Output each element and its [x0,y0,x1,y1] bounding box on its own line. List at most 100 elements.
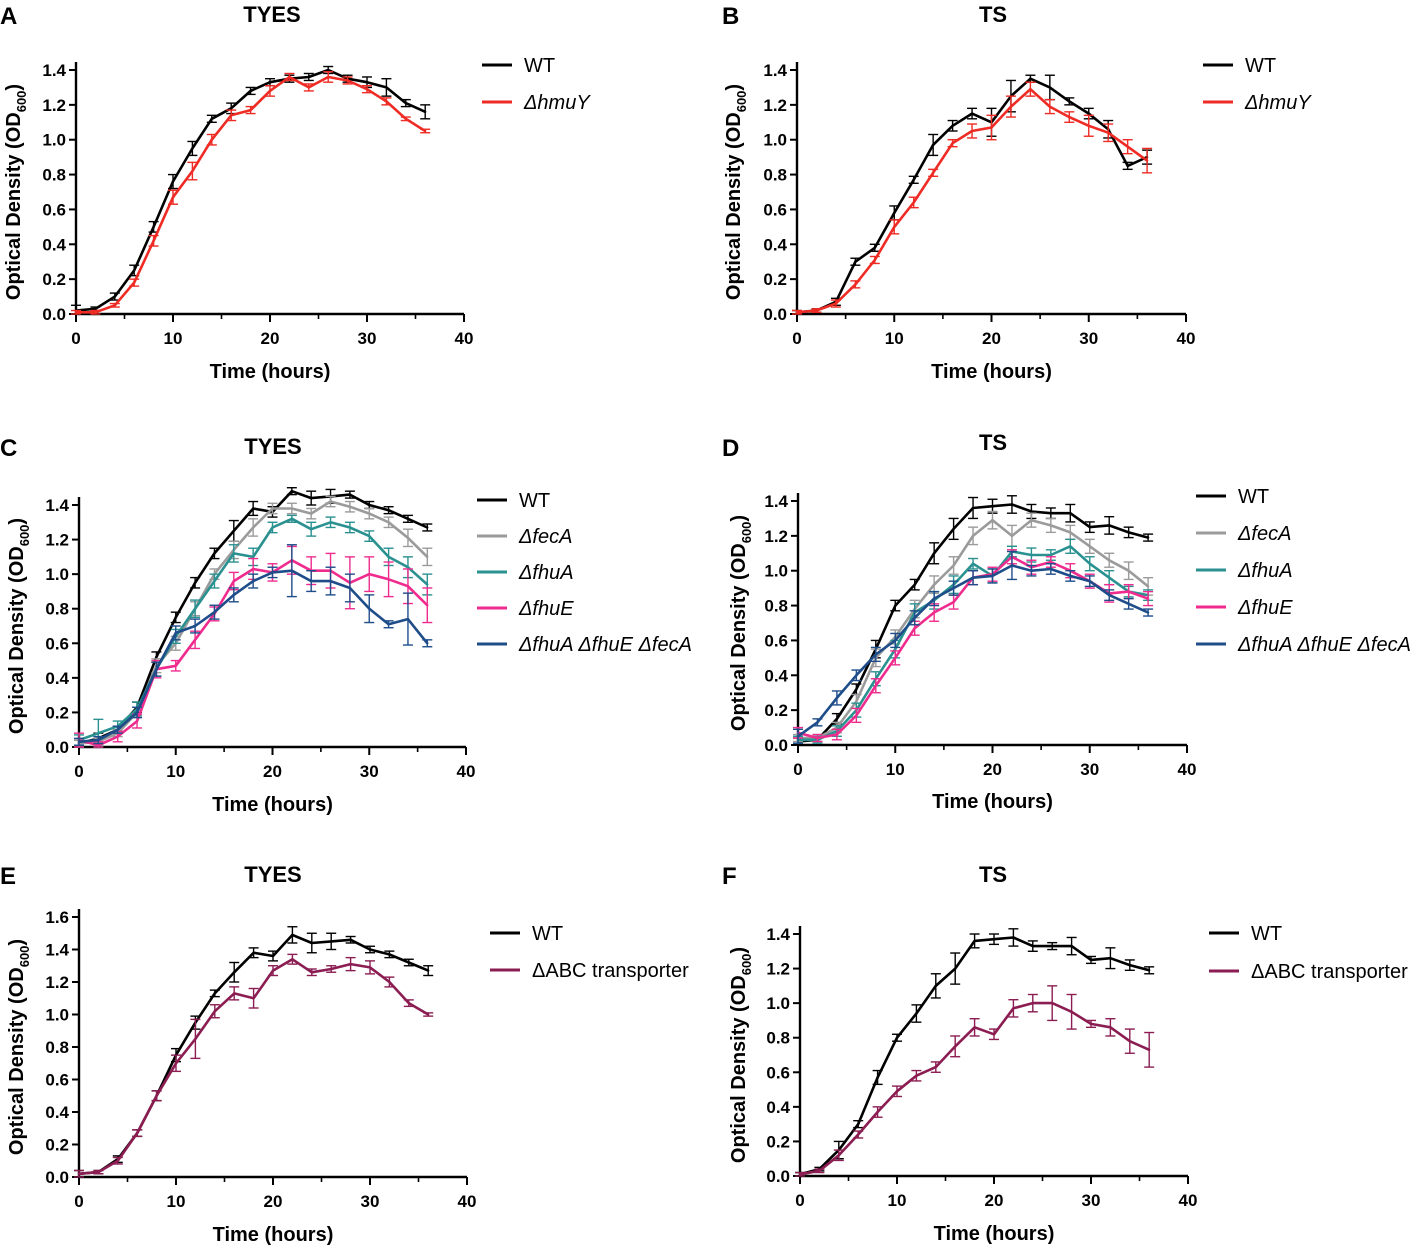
y-axis-title-close: ) [6,939,28,946]
data-point [1068,100,1071,103]
data-point [330,940,333,943]
data-point [407,961,410,964]
data-point [934,1065,937,1069]
x-tick-label: 0 [71,329,80,348]
series-line [78,500,429,745]
data-point [349,938,352,941]
data-point [387,623,390,626]
y-tick-label: 0.6 [45,634,69,653]
data-point [213,552,216,555]
data-point [835,733,839,736]
data-point [406,536,410,540]
data-point [855,714,858,717]
data-point [1127,590,1130,593]
series-2 [74,514,433,748]
data-point [191,147,194,150]
data-point [193,624,197,628]
data-point [1108,524,1111,527]
series-0 [74,926,434,1178]
data-point [990,126,993,129]
data-point [97,744,100,747]
data-point [327,68,330,72]
series-line [798,518,1149,740]
data-point [210,138,213,141]
y-tick-label: 0.0 [766,1167,790,1186]
data-point [152,225,155,229]
y-tick-label: 0.8 [763,166,787,185]
data-point [307,86,310,89]
data-point [232,593,235,597]
x-tick-label: 20 [263,762,282,781]
data-point [971,534,975,538]
data-point [116,728,119,731]
y-tick-label: 1.4 [766,925,790,944]
data-point [193,607,197,610]
data-point [1030,510,1033,513]
data-point [426,642,429,645]
data-point [310,496,313,500]
x-tick-label: 20 [983,760,1002,779]
data-point [1030,553,1033,557]
data-point [893,211,896,215]
data-point [155,655,158,659]
data-point [213,610,216,614]
data-point [113,304,117,307]
x-tick-label: 10 [166,762,185,781]
data-point [855,700,858,703]
data-point [1146,585,1150,588]
data-point [1049,524,1053,527]
data-point [1107,131,1110,134]
data-point [135,711,139,714]
y-tick-label: 0.2 [764,701,788,720]
data-point [1048,86,1052,89]
y-axis-title: Optical Density (OD600) [6,518,32,734]
x-tick-label: 30 [360,762,379,781]
data-point [113,295,117,298]
data-point [855,674,858,677]
data-point [251,507,255,510]
data-point [970,129,974,133]
y-tick-label: 0.0 [42,305,66,324]
y-tick-label: 0.6 [42,200,66,219]
data-point [1127,602,1130,606]
data-point [818,1169,821,1173]
data-point [952,564,955,567]
x-tick-label: 20 [261,329,280,348]
y-tick-label: 0.4 [45,669,69,688]
data-point [876,1110,879,1114]
data-point [931,143,935,147]
y-tick-label: 1.0 [45,565,69,584]
x-tick-label: 10 [888,1191,907,1210]
y-axis-title-subscript: 600 [739,522,754,544]
data-point [307,75,310,79]
data-point [193,638,197,642]
y-axis-title: Optical Density (OD600) [728,515,754,731]
y-tick-label: 1.2 [45,531,69,550]
data-point [991,574,994,578]
data-point [1128,1039,1132,1043]
y-tick-label: 0.4 [764,666,788,685]
data-point [954,1045,957,1048]
x-axis-title: Time (hours) [213,1224,334,1245]
y-axis-title: Optical Density (OD600) [723,84,749,300]
x-tick-label: 30 [1080,760,1099,779]
y-tick-label: 0.0 [764,736,788,755]
data-point [171,196,175,199]
x-tick-label: 20 [264,1192,283,1211]
data-point [932,552,936,555]
data-point [954,967,957,970]
data-point [873,258,876,262]
data-point [349,962,352,966]
data-point [1029,77,1032,80]
data-point [1049,553,1053,557]
data-point [854,260,857,263]
data-point [1012,936,1015,939]
x-axis-title: Time (hours) [212,794,333,816]
data-point [385,100,388,103]
data-point [835,717,839,721]
y-tick-label: 0.8 [45,600,69,619]
y-tick-label: 1.2 [764,527,788,546]
data-point [387,555,390,559]
data-point [290,569,294,572]
data-point [798,1173,802,1176]
